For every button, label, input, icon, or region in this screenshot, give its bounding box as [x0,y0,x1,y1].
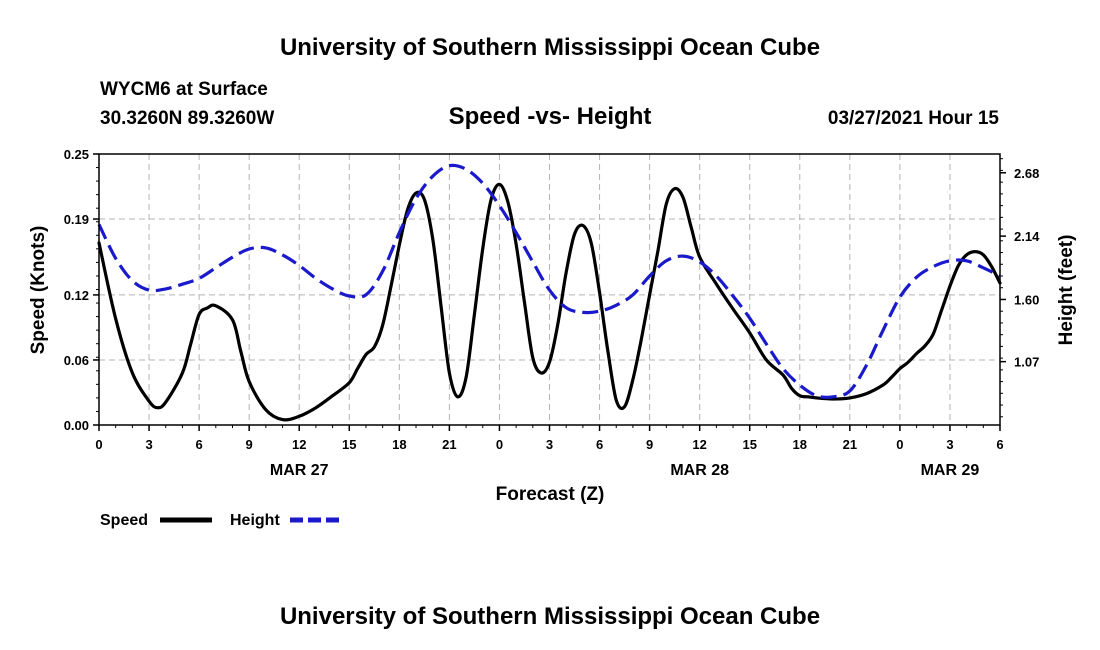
chart-title: Speed -vs- Height [449,103,652,130]
series-height-line [97,163,1001,399]
coords-label: 30.3260N 89.3260W [100,108,274,129]
datetime-label: 03/27/2021 Hour 15 [828,108,1000,129]
x-tick-label: 18 [793,437,807,452]
series-layer [97,163,1002,422]
x-tick-label: 9 [646,437,653,452]
x-tick-label: 9 [246,437,253,452]
y-tick-label: 0.06 [64,353,89,368]
legend: Speed Height [100,512,342,529]
y2-tick-label: 2.68 [1014,166,1039,181]
legend-speed-label: Speed [100,512,148,529]
x-tick-label: 15 [342,437,356,452]
x-tick-label: 6 [596,437,603,452]
x-tick-label: 12 [692,437,706,452]
x-tick-label: 21 [843,437,857,452]
series-speed-line [97,182,1002,422]
y2-axis-label: Height (feet) [1056,235,1077,346]
footer-title: University of Southern Mississippi Ocean… [280,603,820,630]
x-tick-label: 3 [145,437,152,452]
x-tick-label: 15 [742,437,756,452]
x-tick-label: 3 [946,437,953,452]
date-label: MAR 27 [270,462,329,479]
legend-height-label: Height [230,512,280,529]
x-tick-label: 0 [896,437,903,452]
y2-tick-label: 1.07 [1014,355,1039,370]
station-label: WYCM6 at Surface [100,79,268,100]
x-tick-label: 18 [392,437,406,452]
page-title: University of Southern Mississippi Ocean… [280,34,820,61]
x-tick-label: 6 [195,437,202,452]
y-tick-label: 0.00 [64,418,89,433]
x-tick-label: 12 [292,437,306,452]
x-tick-label: 0 [95,437,102,452]
x-tick-label: 0 [496,437,503,452]
y2-tick-label: 1.60 [1014,292,1039,307]
y-tick-label: 0.25 [64,147,89,162]
x-axis-label: Forecast (Z) [496,484,605,505]
y-tick-label: 0.12 [64,288,89,303]
date-label: MAR 28 [670,462,729,479]
axes: 0 3 6 9 12 15 18 21 0 3 6 9 12 15 18 21 0 3 6 0.00 0.06 0.12 0… [64,147,1040,479]
y-tick-label: 0.19 [64,212,89,227]
y-axis-label: Speed (Knots) [28,226,49,355]
y2-tick-label: 2.14 [1014,229,1040,244]
x-tick-label: 6 [996,437,1003,452]
x-tick-label: 21 [442,437,456,452]
x-tick-label: 3 [546,437,553,452]
date-label: MAR 29 [921,462,980,479]
